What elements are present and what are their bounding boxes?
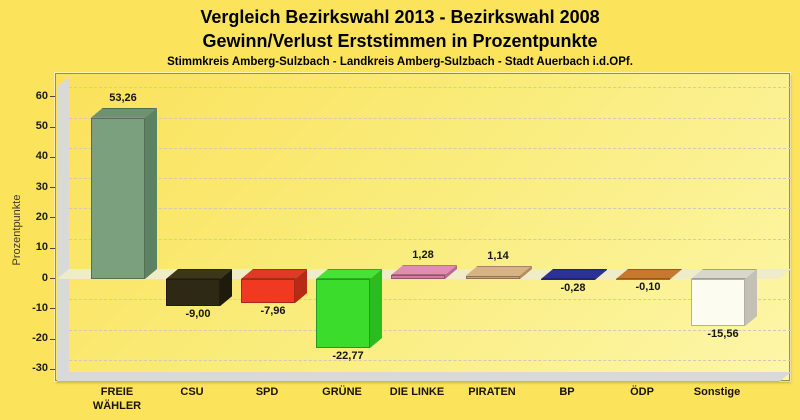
y-tick-mark-50 <box>50 126 55 128</box>
y-tick-mark-0 <box>50 278 55 279</box>
category-label-dp: ÖDP <box>630 386 654 398</box>
value-label-csu: -9,00 <box>185 308 211 321</box>
value-label-dp: -0,10 <box>635 281 661 294</box>
category-label-die-linke: DIE LINKE <box>389 386 445 398</box>
category-label-spd: SPD <box>255 386 279 398</box>
y-tick-mark-60 <box>50 96 55 98</box>
y-tick-mark-30 <box>50 187 55 189</box>
category-label-gr-ne: GRÜNE <box>322 386 362 398</box>
chart-3d-wall <box>57 77 791 382</box>
bar-bp-top <box>541 269 607 279</box>
value-label-gr-ne: -22,77 <box>332 349 364 362</box>
bar-csu-side <box>220 269 232 307</box>
gridline--10 <box>69 299 791 301</box>
y-tick-mark-40 <box>50 156 55 158</box>
bar-bp-side <box>595 269 607 280</box>
bar-spd-top <box>241 269 307 279</box>
value-label-freie-w-hler: 53,26 <box>109 91 137 104</box>
bar-csu-top <box>166 269 232 279</box>
y-tick-label-40: 40 <box>35 150 48 163</box>
bar-piraten <box>466 275 520 279</box>
gridline-40 <box>69 147 791 149</box>
y-tick-label-30: 30 <box>35 180 48 193</box>
bar-sonstige <box>691 279 745 327</box>
y-tick-label--30: -30 <box>32 362 48 375</box>
bar-gr-ne-side <box>370 269 382 348</box>
y-tick-label-50: 50 <box>35 120 48 132</box>
y-tick-mark--20 <box>50 338 55 340</box>
chart-title: Vergleich Bezirkswahl 2013 - Bezirkswahl… <box>200 7 600 27</box>
bar-sonstige-side <box>745 269 757 327</box>
bar-spd <box>241 279 295 304</box>
bar-gr-ne <box>316 279 370 348</box>
y-tick-mark-10 <box>50 247 55 249</box>
value-label-piraten: 1,14 <box>487 249 509 262</box>
category-label-freie-w-hler: FREIE WÄHLER <box>92 386 142 412</box>
category-label-piraten: PIRATEN <box>468 386 516 398</box>
bar-dp-top <box>616 269 682 279</box>
y-axis-title: Prozentpunkte <box>11 194 23 266</box>
y-tick-label-20: 20 <box>35 210 48 223</box>
value-label-die-linke: 1,28 <box>412 249 434 262</box>
value-label-spd: -7,96 <box>260 305 286 318</box>
category-label-csu: CSU <box>180 386 204 398</box>
y-tick-mark--10 <box>50 308 55 310</box>
bar-sonstige-top <box>691 269 757 279</box>
bar-die-linke <box>391 275 445 279</box>
y-tick-label-60: 60 <box>35 89 48 102</box>
bar-gr-ne-top <box>316 269 382 279</box>
y-tick-mark-20 <box>50 217 55 219</box>
gridline--20 <box>69 329 791 331</box>
bar-csu <box>166 279 220 307</box>
chart-caption: Stimmkreis Amberg-Sulzbach - Landkreis A… <box>167 56 633 68</box>
bar-freie-w-hler-side <box>145 107 157 279</box>
gridline-60 <box>69 87 791 89</box>
chart-subtitle: Gewinn/Verlust Erststimmen in Prozentpun… <box>202 31 598 51</box>
value-label-sonstige: -15,56 <box>707 328 739 341</box>
gridline-10 <box>69 238 791 240</box>
zero-plane <box>57 269 791 279</box>
y-tick-label-0: 0 <box>41 271 48 284</box>
bar-freie-w-hler <box>91 117 145 279</box>
bar-piraten-top <box>466 265 532 276</box>
plot-area <box>55 73 791 382</box>
bar-die-linke-top <box>391 265 457 276</box>
gridline--30 <box>69 359 791 361</box>
value-label-bp: -0,28 <box>560 281 586 294</box>
bar-freie-w-hler-top <box>91 107 157 118</box>
y-tick-label--20: -20 <box>32 332 48 345</box>
gridline-50 <box>69 117 791 119</box>
gridline-30 <box>69 178 791 180</box>
y-tick-label--10: -10 <box>32 301 48 314</box>
y-tick-label-10: 10 <box>35 241 48 254</box>
bar-spd-side <box>295 269 307 304</box>
bar-bp <box>541 279 595 280</box>
bar-dp-side <box>670 269 682 280</box>
category-label-bp: BP <box>559 386 575 398</box>
gridline-20 <box>69 208 791 210</box>
y-tick-mark--30 <box>50 368 55 370</box>
category-label-sonstige: Sonstige <box>693 386 741 398</box>
